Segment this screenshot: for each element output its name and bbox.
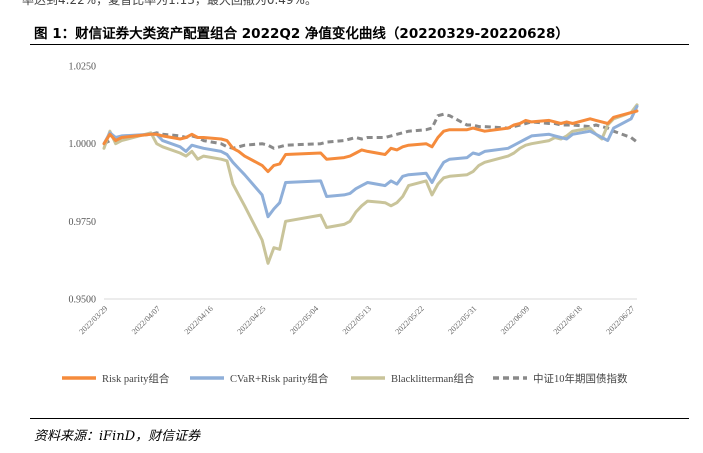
x-tick-label: 2022/03/29 <box>77 304 109 336</box>
source-note: 资料来源：iFinD，财信证券 <box>34 429 201 444</box>
x-tick-label: 2022/05/04 <box>288 304 320 336</box>
series-line <box>103 112 638 150</box>
legend-label: 中证10年期国债指数 <box>533 372 628 385</box>
legend-label: CVaR+Risk parity组合 <box>230 372 329 385</box>
x-tick-label: 2022/05/31 <box>446 304 478 336</box>
y-tick-label: 0.9750 <box>69 217 97 228</box>
y-tick-label: 0.9500 <box>69 295 97 306</box>
x-tick-label: 2022/04/07 <box>130 304 162 336</box>
series-line <box>102 104 639 219</box>
x-tick-label: 2022/04/25 <box>235 304 267 336</box>
series-line <box>102 109 639 174</box>
x-tick-label: 2022/04/16 <box>183 304 215 336</box>
x-tick-label: 2022/06/27 <box>604 304 636 336</box>
legend-label: Blacklitterman组合 <box>391 372 475 385</box>
legend: Risk parity组合 CVaR+Risk parity组合 Blacklitt… <box>62 372 628 385</box>
preceding-text-fragment: 率达到4.22%，夏普比率为1.13，最大回撤为0.49%。 <box>22 0 317 7</box>
series-line <box>102 103 639 265</box>
x-tick-label: 2022/06/09 <box>499 304 531 336</box>
x-tick-label: 2022/06/18 <box>552 304 584 336</box>
y-tick-label: 1.0250 <box>69 62 97 73</box>
x-tick-label: 2022/05/22 <box>394 304 426 336</box>
legend-label: Risk parity组合 <box>102 372 170 385</box>
source-rule <box>30 418 689 419</box>
series-lines <box>102 103 639 265</box>
x-tick-label: 2022/05/13 <box>341 304 373 336</box>
figure-title: 图 1：财信证券大类资产配置组合 2022Q2 净值变化曲线（20220329-… <box>34 26 569 42</box>
title-rule <box>30 44 689 45</box>
y-tick-label: 1.0000 <box>69 139 97 150</box>
axes-layer: 0.9500 0.9750 1.0000 1.0250 2022/03/29 2022/0… <box>69 62 637 336</box>
